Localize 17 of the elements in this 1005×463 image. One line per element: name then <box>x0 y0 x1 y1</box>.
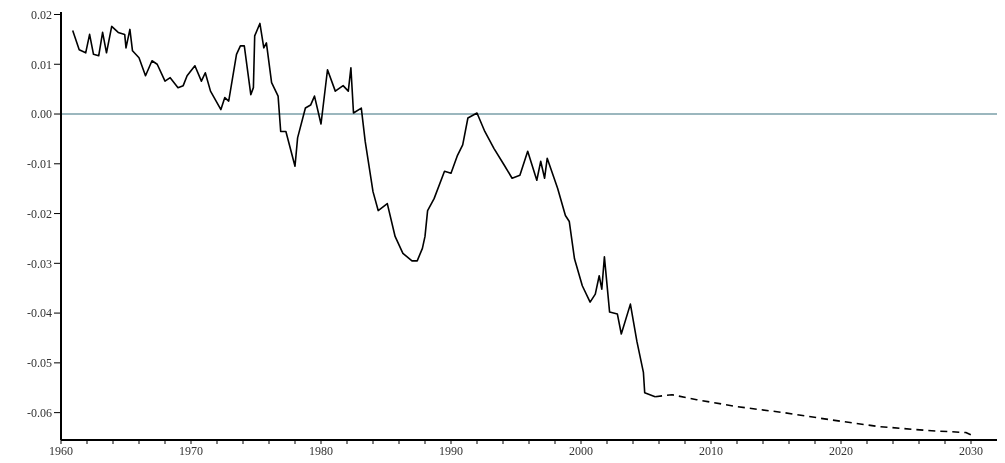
y-tick-label: 0.02 <box>31 7 52 22</box>
y-tick-label: -0.03 <box>27 256 52 271</box>
x-tick-label: 2030 <box>959 443 983 458</box>
y-tick-label: -0.05 <box>27 356 52 371</box>
x-tick-label: 1970 <box>179 443 203 458</box>
x-tick-label: 2010 <box>699 443 723 458</box>
x-tick-label: 2000 <box>569 443 593 458</box>
y-tick-label: -0.01 <box>27 157 52 172</box>
x-tick-label: 1980 <box>309 443 333 458</box>
x-tick-label: 1990 <box>439 443 463 458</box>
y-tick-label: -0.04 <box>27 306 52 321</box>
y-tick-label: 0.00 <box>31 107 52 122</box>
x-tick-label: 2020 <box>829 443 853 458</box>
y-tick-label: 0.01 <box>31 57 52 72</box>
y-tick-label: -0.02 <box>27 206 52 221</box>
y-tick-label: -0.06 <box>27 405 52 420</box>
x-tick-label: 1960 <box>49 443 73 458</box>
